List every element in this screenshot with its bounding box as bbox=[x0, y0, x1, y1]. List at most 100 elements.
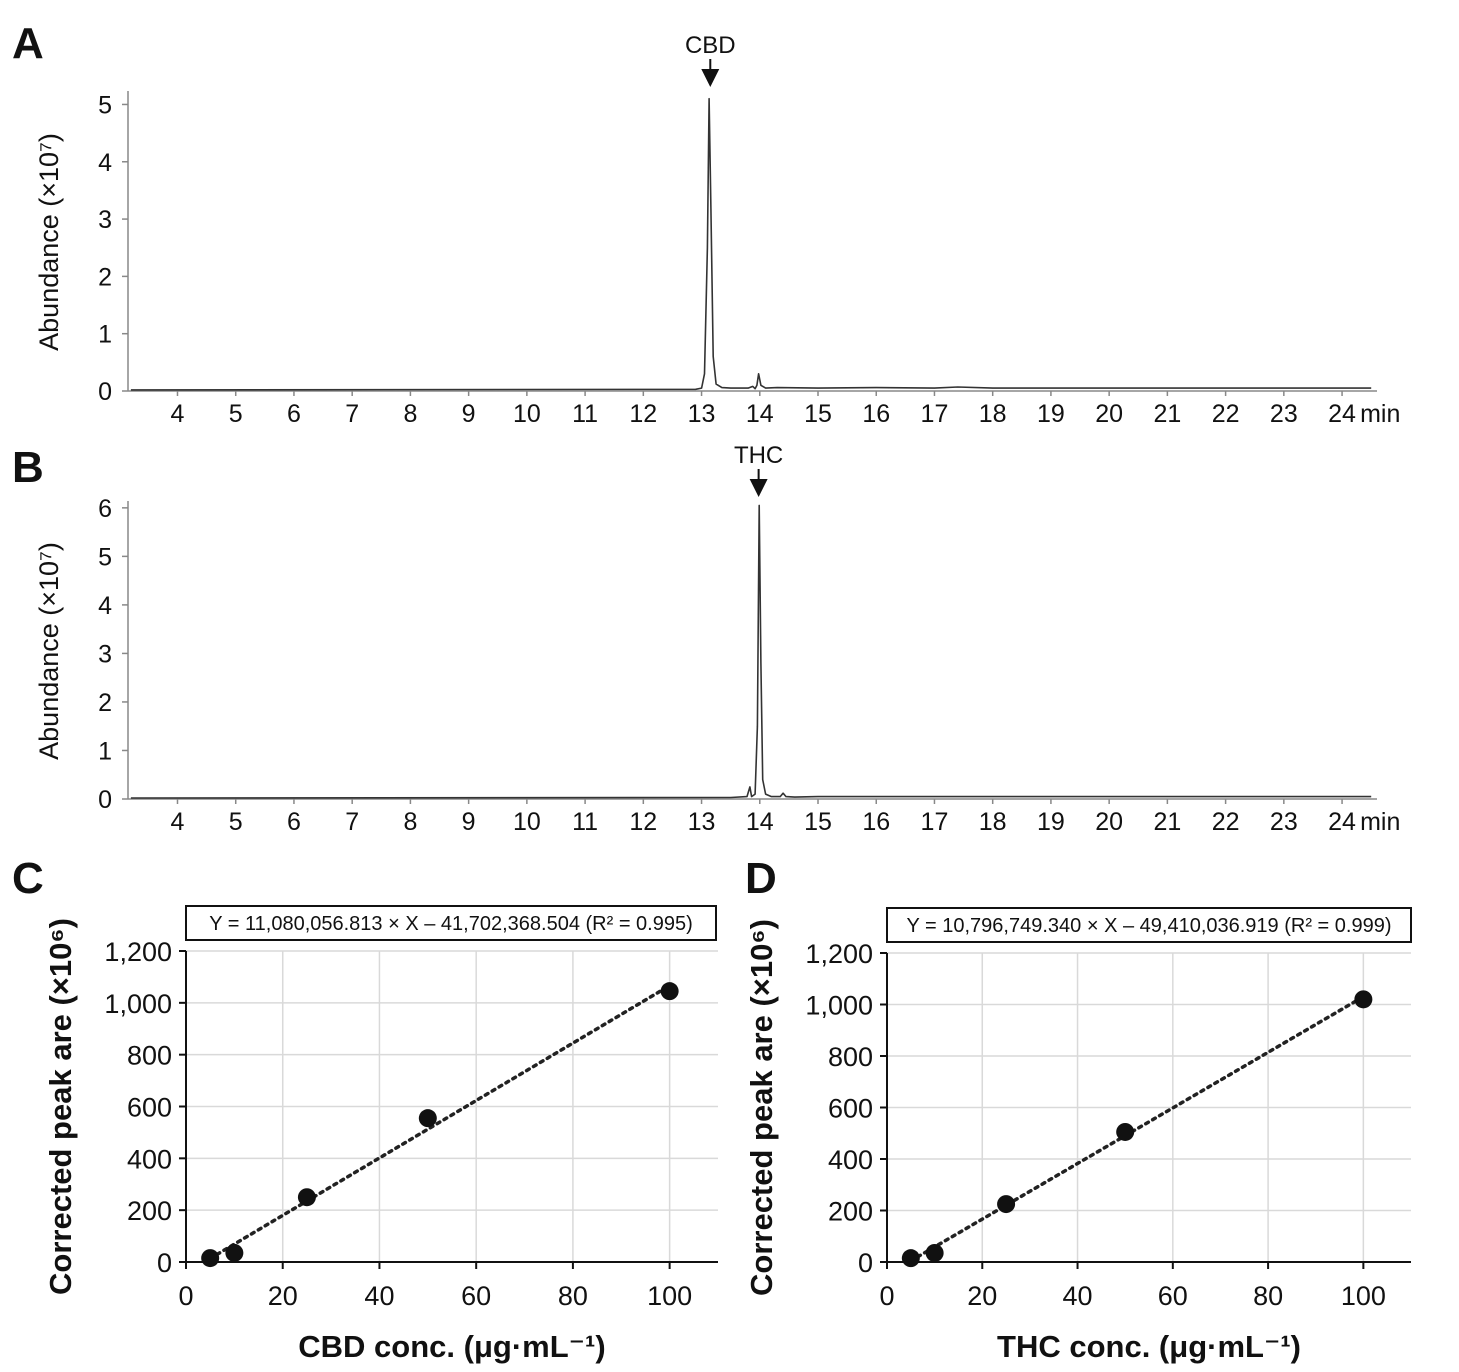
y-tick-label: 5 bbox=[98, 91, 112, 119]
x-tick-label: 20 bbox=[268, 1281, 298, 1311]
x-tick-label: 9 bbox=[462, 808, 476, 836]
data-point bbox=[297, 1188, 316, 1207]
y-tick-label: 600 bbox=[828, 1094, 873, 1124]
x-tick-label: 0 bbox=[879, 1281, 894, 1311]
x-tick-label: 15 bbox=[804, 400, 832, 428]
x-tick-label: 80 bbox=[1253, 1281, 1283, 1311]
y-tick-label: 400 bbox=[828, 1145, 873, 1175]
x-tick-label: 8 bbox=[403, 808, 417, 836]
peak-label: THC bbox=[734, 442, 783, 469]
y-tick-label: 4 bbox=[98, 592, 112, 620]
x-tick-label: 21 bbox=[1153, 808, 1181, 836]
x-tick-label: 8 bbox=[403, 400, 417, 428]
x-tick-label: 16 bbox=[862, 808, 890, 836]
y-tick-label: 800 bbox=[127, 1041, 172, 1071]
y-axis-label: Corrected peak are (×10⁶) bbox=[43, 918, 78, 1295]
data-point bbox=[1116, 1122, 1135, 1141]
x-tick-label: 20 bbox=[1095, 400, 1123, 428]
x-tick-label: 60 bbox=[461, 1281, 491, 1311]
y-axis-label: Corrected peak are (×10⁶) bbox=[744, 919, 779, 1296]
y-tick-label: 0 bbox=[858, 1248, 873, 1278]
y-tick-label: 3 bbox=[98, 640, 112, 668]
x-tick-label: 23 bbox=[1270, 400, 1298, 428]
x-tick-label: 7 bbox=[345, 808, 359, 836]
panel-letter: C bbox=[12, 854, 44, 903]
data-point bbox=[925, 1243, 944, 1262]
x-axis-label: THC conc. (μg·mL⁻¹) bbox=[997, 1329, 1301, 1364]
y-tick-label: 6 bbox=[98, 495, 112, 523]
x-tick-label: 0 bbox=[178, 1281, 193, 1311]
x-unit-label: min bbox=[1360, 400, 1400, 428]
regression-line bbox=[909, 994, 1366, 1263]
x-tick-label: 11 bbox=[572, 400, 598, 428]
x-tick-label: 100 bbox=[1341, 1281, 1386, 1311]
x-tick-label: 17 bbox=[921, 808, 949, 836]
y-tick-label: 200 bbox=[127, 1196, 172, 1226]
y-tick-label: 0 bbox=[98, 378, 112, 406]
y-tick-label: 4 bbox=[98, 149, 112, 177]
x-tick-label: 40 bbox=[1063, 1281, 1093, 1311]
x-tick-label: 12 bbox=[629, 400, 657, 428]
peak-label: CBD bbox=[685, 32, 736, 59]
x-tick-label: 7 bbox=[345, 400, 359, 428]
x-tick-label: 19 bbox=[1037, 400, 1065, 428]
x-axis-label: CBD conc. (μg·mL⁻¹) bbox=[298, 1329, 605, 1364]
x-tick-label: 40 bbox=[364, 1281, 394, 1311]
y-axis-label: Abundance (×10⁷) bbox=[34, 133, 64, 351]
data-point bbox=[901, 1249, 920, 1268]
y-tick-label: 5 bbox=[98, 543, 112, 571]
y-tick-label: 1,000 bbox=[805, 991, 873, 1021]
data-point bbox=[201, 1249, 220, 1268]
x-tick-label: 19 bbox=[1037, 808, 1065, 836]
y-tick-label: 1 bbox=[98, 737, 112, 765]
y-tick-label: 0 bbox=[157, 1248, 172, 1278]
x-tick-label: 11 bbox=[572, 808, 598, 836]
panel-C: C 0 200 400 600 800 1,000 1,200 0 20 40 60 80 100 Corr… bbox=[12, 854, 718, 1364]
x-tick-label: 60 bbox=[1158, 1281, 1188, 1311]
x-tick-label: 20 bbox=[1095, 808, 1123, 836]
x-tick-label: 14 bbox=[746, 400, 774, 428]
x-tick-label: 13 bbox=[688, 400, 716, 428]
chromatogram-trace bbox=[130, 504, 1372, 799]
x-tick-label: 22 bbox=[1212, 400, 1240, 428]
x-tick-label: 24 bbox=[1328, 808, 1356, 836]
equation-box bbox=[886, 907, 1412, 943]
data-point bbox=[660, 982, 679, 1001]
x-tick-label: 5 bbox=[229, 808, 243, 836]
x-tick-label: 4 bbox=[171, 400, 185, 428]
panel-letter: D bbox=[745, 854, 777, 903]
y-axis-label: Abundance (×10⁷) bbox=[34, 542, 64, 760]
x-tick-label: 6 bbox=[287, 400, 301, 428]
y-tick-label: 0 bbox=[98, 786, 112, 814]
x-tick-label: 100 bbox=[647, 1281, 692, 1311]
equation-box bbox=[185, 905, 717, 941]
peak-arrow-icon bbox=[701, 69, 720, 87]
data-point bbox=[225, 1243, 244, 1262]
y-tick-label: 2 bbox=[98, 263, 112, 291]
x-tick-label: 18 bbox=[979, 808, 1007, 836]
x-tick-label: 21 bbox=[1153, 400, 1181, 428]
x-tick-label: 18 bbox=[979, 400, 1007, 428]
x-tick-label: 6 bbox=[287, 808, 301, 836]
x-tick-label: 10 bbox=[513, 400, 541, 428]
data-point bbox=[997, 1195, 1016, 1214]
x-tick-label: 9 bbox=[462, 400, 476, 428]
y-tick-label: 1 bbox=[98, 321, 112, 349]
x-tick-label: 17 bbox=[921, 400, 949, 428]
x-tick-label: 80 bbox=[558, 1281, 588, 1311]
chromatogram-trace bbox=[130, 97, 1372, 391]
y-tick-label: 200 bbox=[828, 1197, 873, 1227]
y-tick-label: 1,200 bbox=[104, 937, 172, 967]
regression-line bbox=[208, 983, 672, 1261]
y-tick-label: 3 bbox=[98, 206, 112, 234]
panel-D: D 0 200 400 600 800 1,000 1,200 0 20 40 60 80 100 Corr… bbox=[744, 854, 1412, 1364]
y-tick-label: 1,000 bbox=[104, 989, 172, 1019]
data-point bbox=[418, 1109, 437, 1128]
x-tick-label: 16 bbox=[862, 400, 890, 428]
equation-text: Y = 11,080,056.813 × X – 41,702,368.504 … bbox=[209, 913, 693, 935]
peak-arrow-icon bbox=[749, 479, 768, 497]
x-tick-label: 4 bbox=[171, 808, 185, 836]
